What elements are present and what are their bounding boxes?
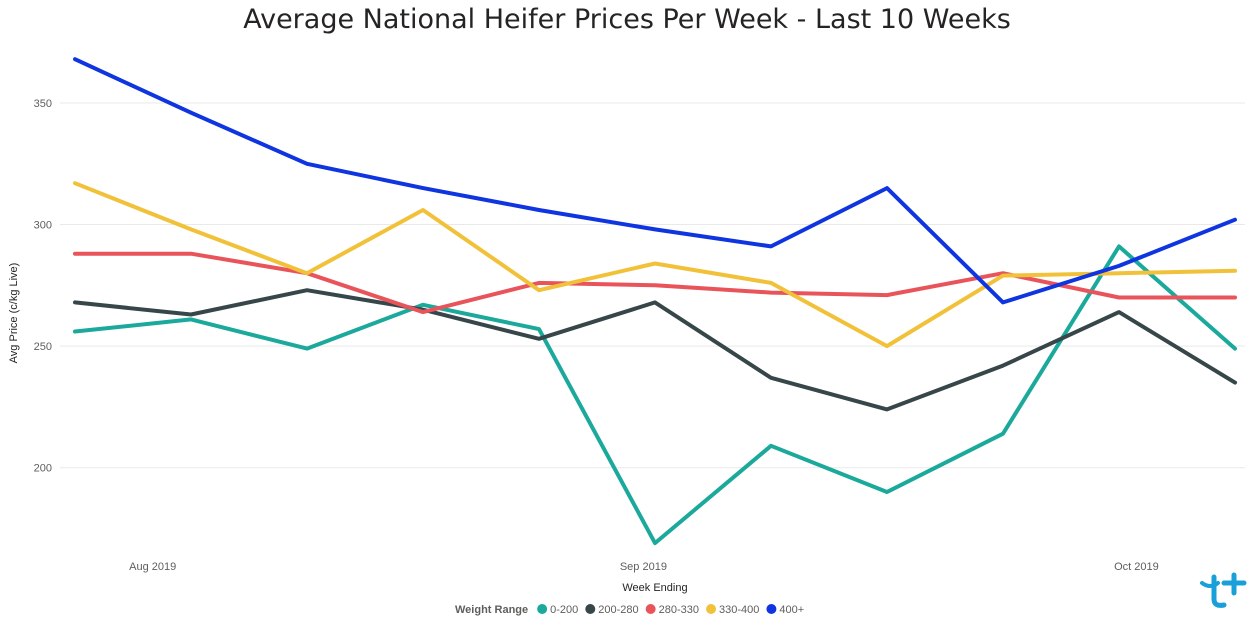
legend: Weight Range 0-200 200-280 280-330 330-400 4… bbox=[455, 604, 804, 616]
legend-marker bbox=[766, 604, 777, 614]
y-tick-label: 300 bbox=[34, 220, 52, 232]
legend-label: 280-330 bbox=[659, 604, 699, 616]
legend-marker bbox=[537, 604, 548, 614]
series-line-330-400 bbox=[73, 181, 1237, 349]
series-line-400- bbox=[73, 57, 1237, 305]
legend-label: 0-200 bbox=[550, 604, 578, 616]
x-axis-ticks: Aug 2019 Sep 2019 Oct 2019 bbox=[129, 561, 1159, 573]
x-tick-label: Oct 2019 bbox=[1114, 561, 1159, 573]
x-tick-label: Sep 2019 bbox=[620, 561, 667, 573]
series-line-200-280 bbox=[73, 288, 1237, 412]
legend-marker bbox=[645, 604, 656, 614]
legend-label: 200-280 bbox=[598, 604, 638, 616]
x-axis-title: Week Ending bbox=[622, 582, 687, 594]
gridlines bbox=[60, 102, 1245, 469]
y-tick-label: 350 bbox=[34, 98, 52, 110]
y-axis-title: Avg Price (c/kg Live) bbox=[8, 263, 20, 364]
legend-marker bbox=[706, 604, 717, 614]
legend-label: 400+ bbox=[779, 604, 804, 616]
legend-title: Weight Range bbox=[455, 604, 528, 616]
series-line-0-200 bbox=[73, 244, 1237, 546]
y-tick-label: 250 bbox=[34, 341, 52, 353]
legend-marker bbox=[585, 604, 596, 614]
legend-label: 330-400 bbox=[719, 604, 759, 616]
y-tick-label: 200 bbox=[34, 463, 52, 475]
series-lines bbox=[73, 57, 1237, 546]
legend-items: 0-200 200-280 280-330 330-400 400+ bbox=[537, 604, 804, 616]
y-axis-ticks: 350 300 250 200 bbox=[34, 98, 52, 475]
x-tick-label: Aug 2019 bbox=[129, 561, 176, 573]
series-line-280-330 bbox=[73, 251, 1237, 315]
chart-title: Average National Heifer Prices Per Week … bbox=[243, 4, 1011, 35]
brand-logo-icon bbox=[1200, 572, 1247, 608]
